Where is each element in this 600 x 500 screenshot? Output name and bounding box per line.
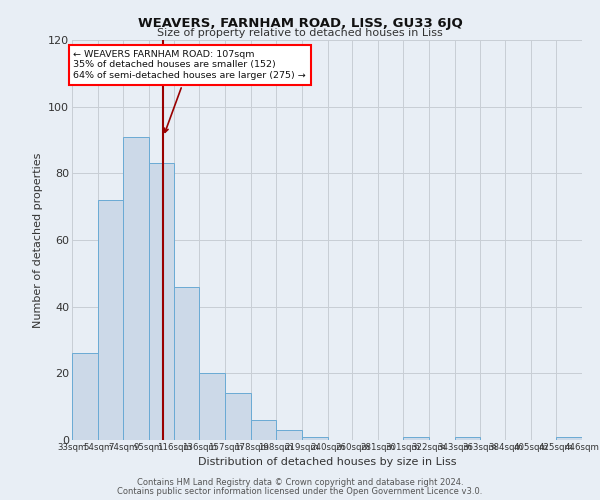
Bar (175, 286, 199, 440)
Bar (199, 374, 225, 440)
Bar (302, 436, 328, 440)
Y-axis label: Number of detached properties: Number of detached properties (32, 152, 43, 328)
Text: Contains public sector information licensed under the Open Government Licence v3: Contains public sector information licen… (118, 487, 482, 496)
Bar (98, 200, 122, 440)
Bar (556, 436, 582, 440)
Text: ← WEAVERS FARNHAM ROAD: 107sqm
35% of detached houses are smaller (152)
64% of s: ← WEAVERS FARNHAM ROAD: 107sqm 35% of de… (73, 50, 306, 132)
Bar (225, 394, 251, 440)
Bar (72, 354, 98, 440)
Bar (276, 430, 302, 440)
Bar (149, 164, 175, 440)
X-axis label: Distribution of detached houses by size in Liss: Distribution of detached houses by size … (198, 458, 456, 468)
Text: Contains HM Land Registry data © Crown copyright and database right 2024.: Contains HM Land Registry data © Crown c… (137, 478, 463, 487)
Bar (122, 136, 149, 440)
Bar (455, 436, 479, 440)
Bar (403, 436, 429, 440)
Text: WEAVERS, FARNHAM ROAD, LISS, GU33 6JQ: WEAVERS, FARNHAM ROAD, LISS, GU33 6JQ (137, 16, 463, 30)
Bar (251, 420, 276, 440)
Text: Size of property relative to detached houses in Liss: Size of property relative to detached ho… (157, 28, 443, 38)
